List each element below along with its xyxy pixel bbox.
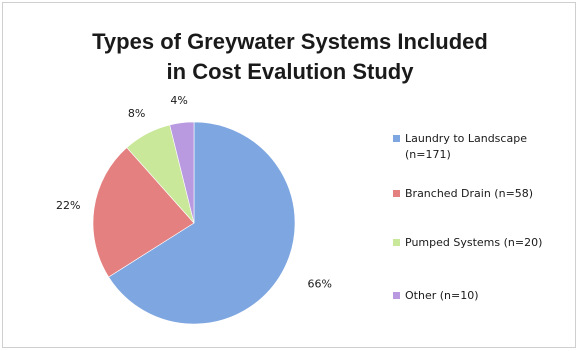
legend-label-pumped-systems: Pumped Systems (n=20) (405, 236, 543, 249)
chart-title: Types of Greywater Systems Included in C… (3, 27, 577, 87)
legend-swatch-pumped-systems (393, 239, 400, 246)
legend-label-branched-drain: Branched Drain (n=58) (405, 187, 534, 200)
pie-label-pumped-systems: 8% (128, 107, 145, 120)
chart-title-line-1: Types of Greywater Systems Included (92, 29, 488, 54)
chart-title-line-2: in Cost Evalution Study (166, 59, 414, 84)
legend-swatch-branched-drain (393, 190, 400, 197)
legend-label-other: Other (n=10) (405, 289, 479, 302)
legend-swatch-other (393, 292, 400, 299)
pie-slice-other (169, 121, 195, 224)
legend-item-branched-drain: Branched Drain (n=58) (393, 186, 533, 202)
pie-slice-branched-drain (92, 147, 195, 278)
legend-item-other: Other (n=10) (393, 288, 479, 304)
chart-frame: Types of Greywater Systems Included in C… (2, 2, 576, 348)
pie-label-laundry: 66% (308, 277, 332, 290)
legend-item-laundry: Laundry to Landscape (n=171) (393, 131, 527, 163)
legend-item-pumped-systems: Pumped Systems (n=20) (393, 235, 542, 251)
pie-chart: 66% 22% 8% 4% (56, 94, 332, 325)
legend-label-laundry: Laundry to Landscape (n=171) (405, 132, 527, 161)
pie-slice-laundry (108, 121, 296, 325)
pie-label-other: 4% (170, 94, 187, 107)
pie-label-branched-drain: 22% (56, 199, 80, 212)
legend-swatch-laundry (393, 135, 400, 142)
